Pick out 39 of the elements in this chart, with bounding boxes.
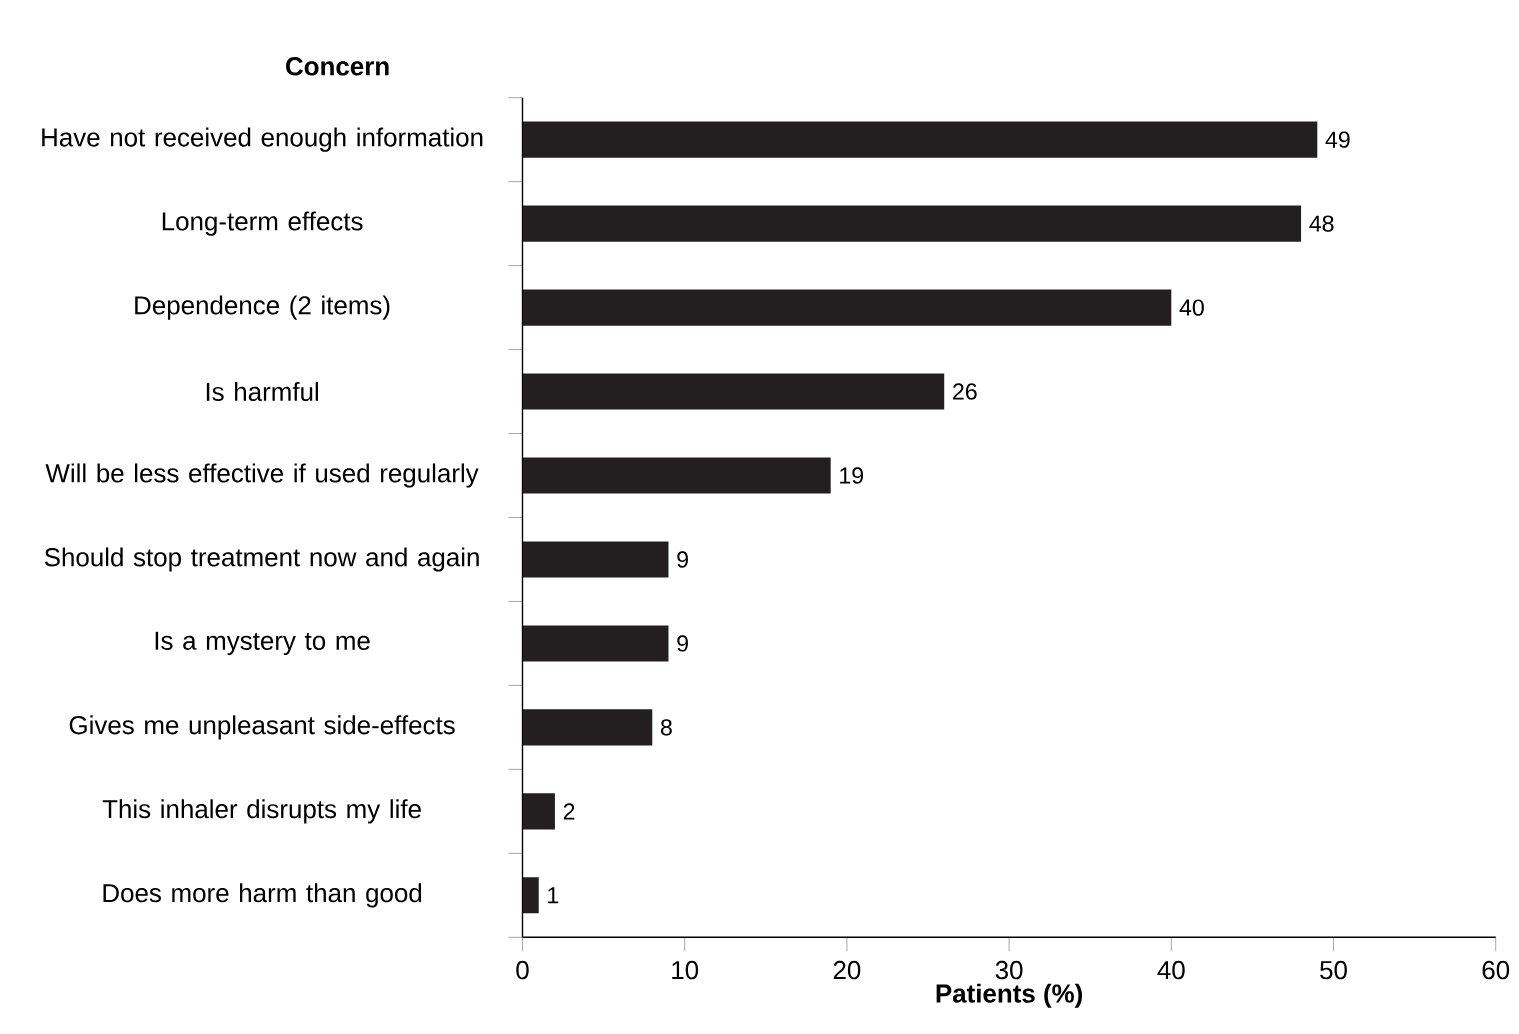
data-label: 40: [1179, 299, 1204, 316]
data-label: 19: [840, 467, 864, 484]
y-tick-label: Dependence (2 items): [135, 295, 390, 320]
bar: [522, 793, 555, 830]
y-tick-label: Gives me unpleasant side-effects: [69, 715, 455, 740]
x-axis-title: Patients (%): [936, 983, 1083, 1008]
data-label: 9: [677, 551, 688, 568]
bar: [522, 541, 669, 578]
bar: [522, 121, 1318, 158]
y-tick-label: Long-term effects: [162, 211, 363, 236]
y-tick-label: Should stop treatment now and again: [44, 547, 479, 572]
bar: [522, 877, 539, 914]
x-tick-label: 20: [833, 960, 861, 980]
bar: [522, 625, 669, 662]
x-tick-label: 60: [1482, 960, 1510, 980]
data-label: 26: [953, 383, 977, 400]
bar: [522, 373, 945, 410]
y-tick-label: Does more harm than good: [103, 883, 422, 908]
x-tick-label: 0: [516, 960, 529, 980]
y-tick-label: Have not received enough information: [42, 127, 483, 152]
y-tick-label: Is harmful: [206, 382, 318, 402]
y-tick-label: This inhaler disrupts my life: [102, 799, 421, 824]
bar: [522, 205, 1302, 242]
data-label: 2: [563, 803, 575, 820]
y-axis-title: Concern: [286, 57, 389, 76]
x-tick-label: 50: [1320, 960, 1347, 980]
y-tick-label: Will be less effective if used regularly: [45, 463, 479, 488]
data-label: 1: [548, 887, 559, 904]
x-tick-label: 30: [995, 960, 1023, 980]
y-tick-label: Is a mystery to me: [155, 631, 370, 656]
data-label: 9: [677, 635, 688, 652]
data-label: 8: [660, 719, 672, 736]
bar: [522, 457, 831, 494]
bar: [522, 289, 1172, 326]
bar: [522, 709, 653, 746]
data-label: 48: [1309, 215, 1334, 232]
x-tick-label: 40: [1157, 960, 1185, 980]
data-label: 49: [1325, 131, 1350, 148]
x-tick-label: 10: [672, 960, 699, 980]
